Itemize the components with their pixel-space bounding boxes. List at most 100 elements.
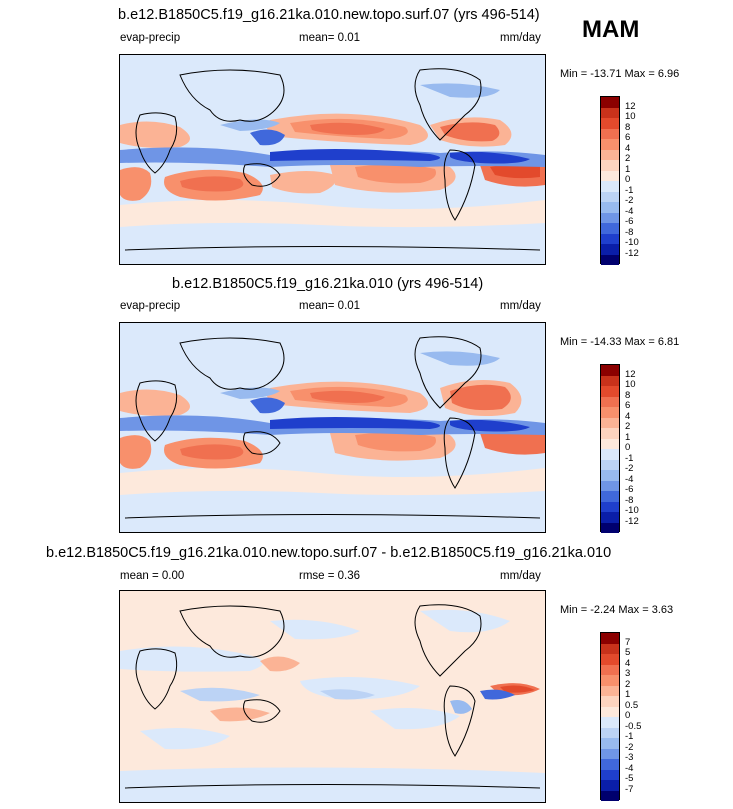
colorbar-swatch — [601, 223, 619, 234]
colorbar-swatch — [601, 727, 619, 738]
colorbar-swatch — [601, 233, 619, 244]
colorbar-swatch — [601, 202, 619, 213]
colorbar-tick-label: -6 — [625, 484, 634, 495]
colorbar-swatch — [601, 118, 619, 129]
colorbar-swatch — [601, 375, 619, 386]
colorbar-tick-label: 2 — [625, 678, 631, 690]
colorbar-swatch — [601, 149, 619, 160]
colorbar-swatch — [601, 759, 619, 770]
colorbar-swatch — [601, 428, 619, 439]
colorbar-swatch — [601, 675, 619, 686]
colorbar-swatch — [601, 769, 619, 780]
colorbar-swatch — [601, 212, 619, 223]
colorbar-swatch — [601, 654, 619, 665]
colorbar-swatch — [601, 139, 619, 150]
colorbar-tick-label: -12 — [625, 515, 639, 527]
colorbar-tick-label: 3 — [625, 668, 631, 679]
colorbar-tick-label: -4 — [625, 473, 634, 485]
colorbar-swatch — [601, 480, 619, 491]
panel-3-minmax: Min = -2.24 Max = 3.63 — [560, 604, 674, 616]
colorbar-tick-label: -6 — [625, 216, 634, 227]
colorbar-tick-label: 6 — [625, 132, 631, 143]
panel-2-units-label: mm/day — [500, 300, 541, 312]
panel-1-variable-label: evap-precip — [120, 32, 181, 44]
panel-2-map — [119, 322, 546, 533]
panel-1-mean-label: mean= 0.01 — [299, 32, 361, 44]
panel-3-title: b.e12.B1850C5.f19_g16.21ka.010.new.topo.… — [46, 545, 612, 561]
season-label: MAM — [582, 16, 640, 43]
colorbar-tick-label: -8 — [625, 494, 634, 506]
colorbar-tick-label: 2 — [625, 421, 631, 432]
colorbar-tick-label: -2 — [625, 463, 634, 474]
colorbar-swatch — [601, 459, 619, 470]
colorbar-swatch — [601, 633, 619, 644]
colorbar-tick-label: 1 — [625, 163, 631, 175]
colorbar-tick-label: -1 — [625, 184, 634, 196]
colorbar-swatch — [601, 512, 619, 523]
colorbar-tick-label: -10 — [625, 237, 639, 248]
colorbar-swatch — [601, 748, 619, 759]
panel-2-minmax: Min = -14.33 Max = 6.81 — [560, 336, 680, 348]
colorbar-tick-label: 7 — [625, 636, 631, 648]
colorbar-tick-label: 0 — [625, 442, 631, 453]
colorbar-swatch — [601, 365, 619, 376]
panel-3-mean-label: mean = 0.00 — [120, 570, 185, 582]
colorbar-swatch — [601, 491, 619, 502]
colorbar-tick-label: 4 — [625, 410, 631, 422]
colorbar-swatch — [601, 780, 619, 791]
colorbar-swatches — [600, 364, 620, 533]
colorbar-tick-label: -4 — [625, 762, 634, 774]
colorbar-tick-label: 12 — [625, 100, 636, 112]
colorbar-tick-label: -8 — [625, 226, 634, 238]
colorbar-swatch — [601, 501, 619, 512]
colorbar-tick-label: -0.5 — [625, 720, 642, 732]
colorbar-swatches — [600, 96, 620, 265]
colorbar-swatch — [601, 685, 619, 696]
colorbar-tick-label: 0 — [625, 174, 631, 185]
colorbar-tick-label: 1 — [625, 431, 631, 443]
colorbar-swatch — [601, 664, 619, 675]
colorbar-tick-label: 1 — [625, 689, 631, 700]
colorbar-swatch — [601, 386, 619, 397]
panel-1-units-label: mm/day — [500, 32, 541, 44]
colorbar-swatch — [601, 181, 619, 192]
colorbar-swatch — [601, 107, 619, 118]
colorbar-tick-label: -12 — [625, 247, 639, 259]
colorbar-swatch — [601, 706, 619, 717]
colorbar-swatch — [601, 470, 619, 481]
colorbar-tick-label: 6 — [625, 400, 631, 411]
panel-1-map — [119, 54, 546, 265]
colorbar-swatch — [601, 438, 619, 449]
colorbar-swatch — [601, 244, 619, 255]
colorbar-tick-label: -1 — [625, 731, 634, 742]
panel-3-map — [119, 590, 546, 803]
colorbar-swatch — [601, 97, 619, 108]
colorbar-swatch — [601, 449, 619, 460]
colorbar-swatch — [601, 717, 619, 728]
panel-3-rmse-label: rmse = 0.36 — [299, 570, 361, 582]
colorbar-tick-label: 10 — [625, 111, 636, 122]
colorbar-swatch — [601, 738, 619, 749]
colorbar-swatch — [601, 396, 619, 407]
colorbar-tick-label: 4 — [625, 142, 631, 154]
colorbar-tick-label: -7 — [625, 783, 634, 795]
colorbar-swatch — [601, 407, 619, 418]
colorbar-swatch — [601, 643, 619, 654]
colorbar-swatch — [601, 254, 619, 265]
colorbar-swatch — [601, 696, 619, 707]
colorbar-tick-label: 12 — [625, 368, 636, 380]
panel-1-map-svg — [120, 55, 545, 264]
colorbar-tick-label: 8 — [625, 389, 631, 401]
panel-2-mean-label: mean= 0.01 — [299, 300, 361, 312]
colorbar-tick-label: -1 — [625, 452, 634, 464]
colorbar-swatch — [601, 170, 619, 181]
panel-1-minmax: Min = -13.71 Max = 6.96 — [560, 68, 680, 80]
colorbar-tick-label: -10 — [625, 505, 639, 516]
colorbar-tick-label: -2 — [625, 741, 634, 753]
panel-2-variable-label: evap-precip — [120, 300, 181, 312]
colorbar-tick-label: -5 — [625, 773, 634, 784]
colorbar-swatch — [601, 417, 619, 428]
colorbar-tick-label: -2 — [625, 195, 634, 206]
colorbar-swatch — [601, 790, 619, 801]
panel-2-title: b.e12.B1850C5.f19_g16.21ka.010 (yrs 496-… — [172, 276, 484, 292]
